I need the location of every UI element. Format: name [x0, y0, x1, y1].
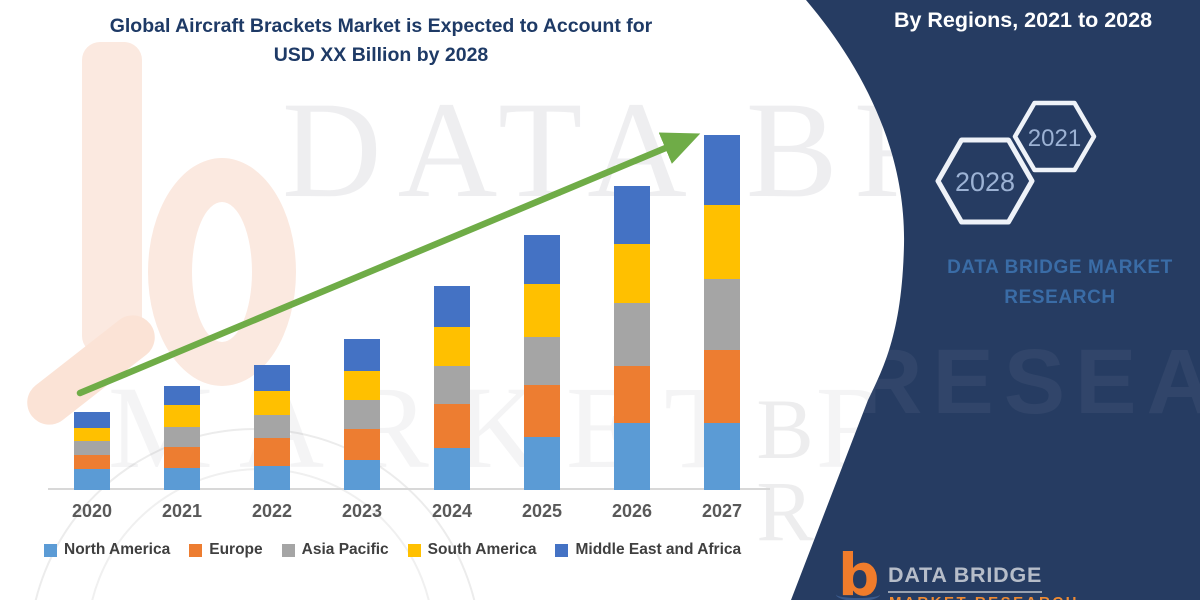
- bar-segment-europe: [164, 447, 200, 468]
- bar-2025: [524, 235, 560, 490]
- brand-text-line2: RESEARCH: [1004, 287, 1116, 308]
- bar-segment-south-america: [434, 327, 470, 366]
- bar-segment-asia-pacific: [164, 427, 200, 447]
- legend-label: South America: [427, 541, 537, 558]
- bar-segment-europe: [74, 455, 110, 469]
- bar-2022: [254, 365, 290, 490]
- bar-segment-middle-east-and-africa: [164, 386, 200, 405]
- bar-segment-south-america: [524, 284, 560, 337]
- bar-2020: [74, 412, 110, 490]
- bar-segment-north-america: [254, 466, 290, 490]
- bar-segment-middle-east-and-africa: [434, 286, 470, 327]
- bar-segment-south-america: [164, 405, 200, 427]
- bar-segment-europe: [434, 404, 470, 448]
- bar-segment-asia-pacific: [74, 441, 110, 455]
- x-axis-label-2026: 2026: [611, 501, 653, 521]
- watermark-panel-text: RESEARCH: [856, 331, 1200, 433]
- x-axis-label-2023: 2023: [341, 501, 383, 521]
- bar-segment-europe: [254, 438, 290, 466]
- bar-segment-asia-pacific: [524, 337, 560, 385]
- chart-title-line2: USD XX Billion by 2028: [273, 44, 489, 66]
- brand-text: DATA BRIDGE MARKET RESEARCH: [903, 253, 1200, 313]
- x-axis-label-2022: 2022: [251, 501, 293, 521]
- legend-item-south-america: South America: [407, 541, 537, 559]
- bar-2021: [164, 386, 200, 490]
- legend-swatch-icon: [44, 543, 57, 557]
- databridge-logo-swoosh-icon: [836, 588, 880, 600]
- bar-segment-asia-pacific: [614, 303, 650, 366]
- bar-segment-south-america: [704, 205, 740, 279]
- x-axis-label-2027: 2027: [701, 501, 743, 521]
- legend-label: North America: [64, 541, 171, 558]
- legend-item-asia-pacific: Asia Pacific: [281, 541, 389, 559]
- x-axis-label-2020: 2020: [71, 501, 113, 521]
- bar-segment-north-america: [74, 469, 110, 490]
- legend-swatch-icon: [555, 543, 569, 557]
- bar-segment-north-america: [344, 460, 380, 490]
- legend-swatch-icon: [407, 543, 421, 557]
- bar-segment-europe: [524, 385, 560, 437]
- databridge-logo-subtext: MARKET RESEARCH: [889, 594, 1079, 600]
- x-axis-label-2025: 2025: [521, 501, 563, 521]
- x-axis-line: [48, 488, 770, 490]
- bar-segment-asia-pacific: [254, 415, 290, 438]
- legend-label: Asia Pacific: [301, 541, 389, 558]
- legend-item-middle-east-and-africa: Middle East and Africa: [555, 541, 741, 559]
- bar-segment-south-america: [344, 371, 380, 400]
- hexagon-2028-label: 2028: [955, 167, 1015, 197]
- bar-segment-south-america: [254, 391, 290, 415]
- bar-segment-north-america: [614, 423, 650, 490]
- bar-segment-europe: [344, 429, 380, 460]
- legend: North America Europe Asia Pacific South Ame…: [44, 541, 741, 559]
- bar-segment-middle-east-and-africa: [704, 135, 740, 205]
- legend-label: Middle East and Africa: [575, 541, 742, 558]
- bar-segment-north-america: [164, 468, 200, 490]
- databridge-logo-name: DATA BRIDGE: [888, 563, 1043, 593]
- bar-segment-middle-east-and-africa: [614, 186, 650, 244]
- bar-segment-europe: [704, 350, 740, 423]
- bar-segment-middle-east-and-africa: [344, 339, 380, 371]
- bar-segment-south-america: [74, 428, 110, 441]
- bar-segment-south-america: [614, 244, 650, 303]
- legend-swatch-icon: [281, 543, 295, 557]
- bar-2026: [614, 186, 650, 490]
- bar-segment-asia-pacific: [704, 279, 740, 350]
- x-axis-label-2021: 2021: [161, 501, 203, 521]
- bar-segment-asia-pacific: [344, 400, 380, 429]
- x-axis-label-2024: 2024: [431, 501, 473, 521]
- bar-2024: [434, 286, 470, 490]
- bar-segment-north-america: [434, 448, 470, 490]
- chart-title: Global Aircraft Brackets Market is Expec…: [68, 12, 694, 70]
- legend-item-north-america: North America: [44, 541, 170, 559]
- hexagon-2028: [935, 137, 1035, 225]
- legend-label: Europe: [209, 541, 263, 558]
- bar-2027: [704, 135, 740, 490]
- hexagon-2021-label: 2021: [1028, 125, 1081, 152]
- bar-segment-middle-east-and-africa: [74, 412, 110, 428]
- bar-segment-middle-east-and-africa: [254, 365, 290, 391]
- bar-2023: [344, 339, 380, 490]
- bar-segment-middle-east-and-africa: [524, 235, 560, 284]
- bar-segment-asia-pacific: [434, 366, 470, 404]
- legend-item-europe: Europe: [189, 541, 263, 559]
- bar-segment-europe: [614, 366, 650, 423]
- legend-swatch-icon: [189, 543, 203, 557]
- panel-subtitle: By Regions, 2021 to 2028: [893, 8, 1153, 32]
- bar-segment-north-america: [524, 437, 560, 490]
- hexagon-2021: [1012, 100, 1097, 173]
- chart-title-line1: Global Aircraft Brackets Market is Expec…: [109, 15, 653, 37]
- brand-text-line1: DATA BRIDGE MARKET: [947, 257, 1173, 278]
- navy-panel-shape: [791, 0, 1200, 600]
- bar-segment-north-america: [704, 423, 740, 490]
